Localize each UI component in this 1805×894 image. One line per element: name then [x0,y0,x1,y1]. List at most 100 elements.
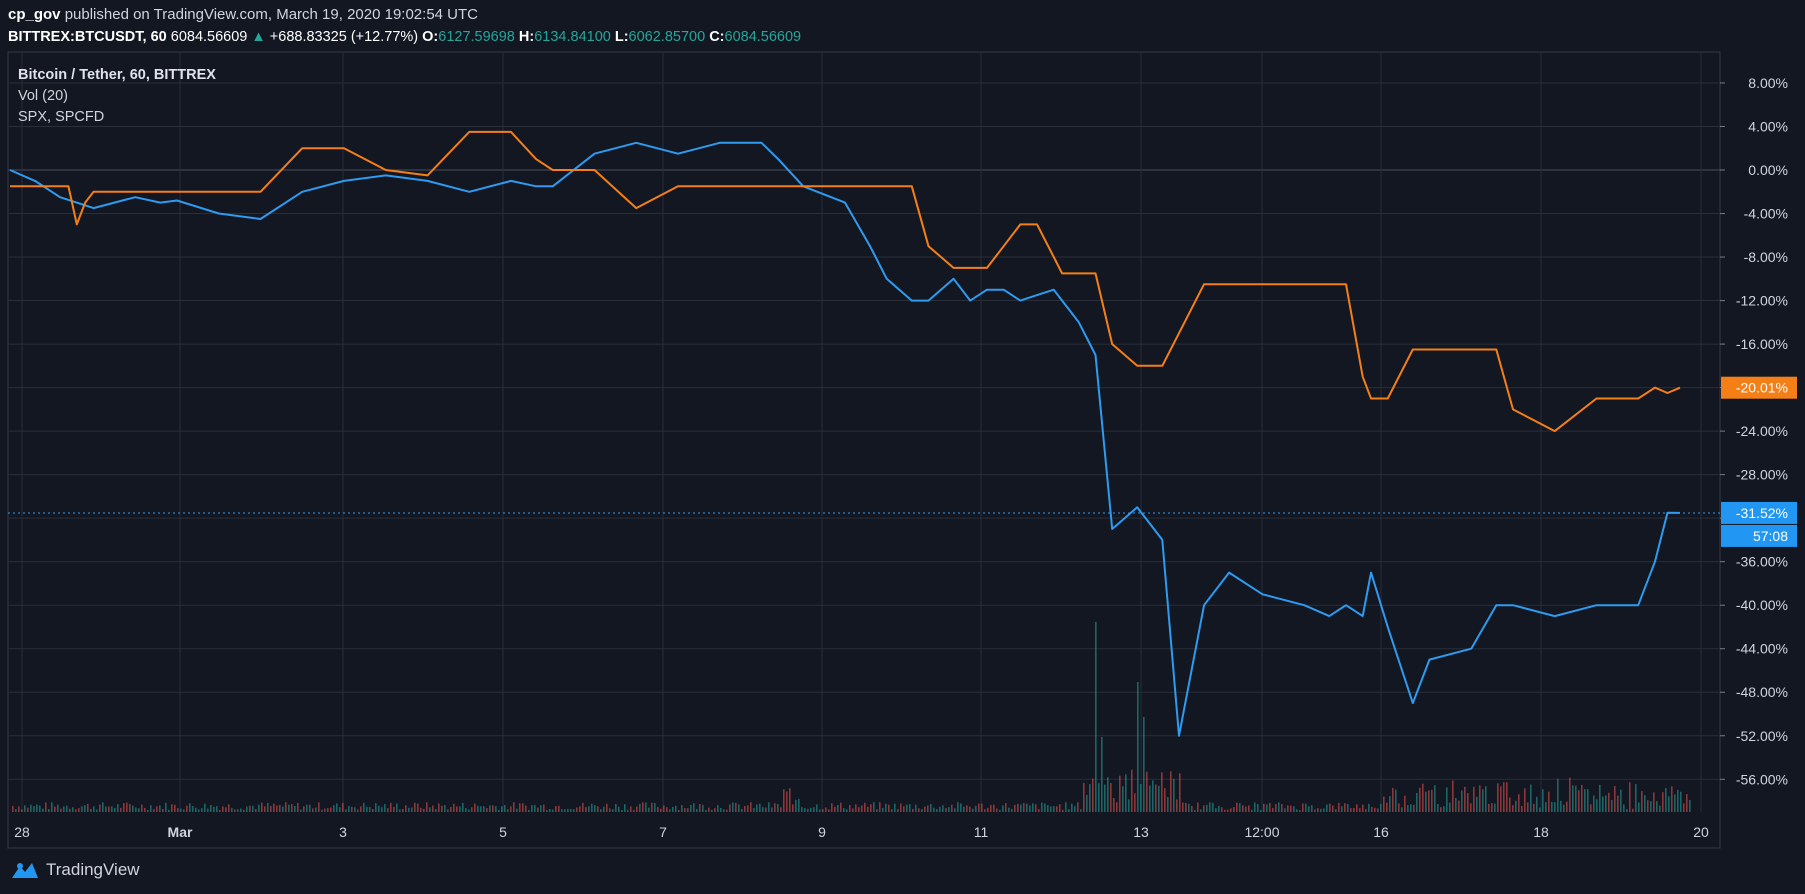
volume-bar [1437,804,1439,812]
volume-bar [135,807,137,812]
volume-bar [738,804,740,812]
volume-bar [981,803,983,812]
low-label: L: [614,29,629,45]
volume-bar [720,807,722,812]
volume-bar [600,809,602,812]
volume-bar [189,803,191,812]
volume-bar [585,807,587,812]
volume-bar [90,808,92,812]
volume-bar [843,808,845,812]
volume-bar [678,809,680,812]
volume-bars [12,622,1691,812]
volume-bar [219,809,221,812]
tradingview-brand[interactable]: TradingView [10,860,140,880]
volume-bar [1335,809,1337,812]
volume-bar [696,808,698,812]
volume-bar [1101,737,1103,812]
volume-bar [399,809,401,812]
volume-bar [969,806,971,812]
volume-bar [1188,803,1190,812]
volume-bar [384,804,386,812]
volume-bar [1344,803,1346,812]
volume-bar [657,806,659,812]
volume-bar [546,809,548,812]
volume-bar [1689,800,1691,812]
volume-bar [1215,808,1217,812]
volume-bar [774,803,776,812]
volume-bar [243,809,245,812]
volume-bar [414,802,416,812]
btc-last-value-label-bg [1721,501,1797,524]
volume-bar [1140,784,1142,812]
volume-bar [1038,809,1040,812]
volume-bar [297,802,299,812]
volume-bar [1347,803,1349,812]
volume-bar [1326,804,1328,812]
volume-bar [156,806,158,812]
legend-compare-series[interactable]: SPX, SPCFD [18,109,105,125]
volume-bar [741,808,743,812]
volume-bar [108,806,110,812]
volume-bar [528,809,530,812]
publisher-name[interactable]: cp_gov [8,6,61,23]
volume-bar [876,809,878,812]
volume-bar [318,802,320,812]
volume-bar [1467,793,1469,812]
volume-bar [144,807,146,812]
volume-bar [132,805,134,812]
volume-bar [75,809,77,812]
volume-bar [1476,796,1478,812]
volume-bar [1074,806,1076,812]
y-tick-label: 4.00% [1748,118,1788,134]
volume-bar [1464,786,1466,812]
volume-bar [45,802,47,812]
volume-bar [315,807,317,812]
volume-bar [345,809,347,812]
volume-bar [36,804,38,812]
x-tick-label: 3 [339,824,347,840]
volume-bar [15,809,17,812]
volume-bar [1212,802,1214,812]
volume-bar [48,809,50,812]
volume-bar [1569,777,1571,812]
btc-line [9,141,1681,737]
volume-bar [471,807,473,812]
volume-bar [744,805,746,812]
volume-bar [465,808,467,812]
volume-bar [1086,794,1088,812]
volume-bar [492,805,494,812]
volume-bar [1518,794,1520,812]
volume-bar [117,804,119,812]
legend-volume[interactable]: Vol (20) [18,88,68,104]
volume-bar [69,808,71,812]
volume-bar [1542,789,1544,812]
volume-bar [645,802,647,812]
volume-bar [279,804,281,812]
volume-bar [1524,788,1526,812]
volume-bar [1035,804,1037,812]
volume-bar [1161,772,1163,812]
volume-bar [777,803,779,812]
volume-bar [477,805,479,812]
volume-bar [1287,805,1289,812]
close-label: C: [709,29,725,45]
volume-bar [57,804,59,812]
volume-bar [1065,802,1067,812]
x-tick-label: 13 [1133,824,1149,840]
volume-bar [1158,785,1160,812]
legend-main-series[interactable]: Bitcoin / Tether, 60, BITTREX [18,67,216,83]
volume-bar [1491,803,1493,812]
volume-bar [1167,797,1169,812]
volume-bar [1122,786,1124,812]
volume-bar [1083,782,1085,812]
volume-bar [1032,803,1034,812]
volume-bar [249,805,251,812]
volume-bar [798,798,800,812]
volume-bar [405,805,407,812]
volume-bar [1443,806,1445,812]
volume-bar [1500,786,1502,812]
volume-bar [1374,807,1376,812]
volume-bar [1284,808,1286,812]
volume-bar [1146,771,1148,812]
